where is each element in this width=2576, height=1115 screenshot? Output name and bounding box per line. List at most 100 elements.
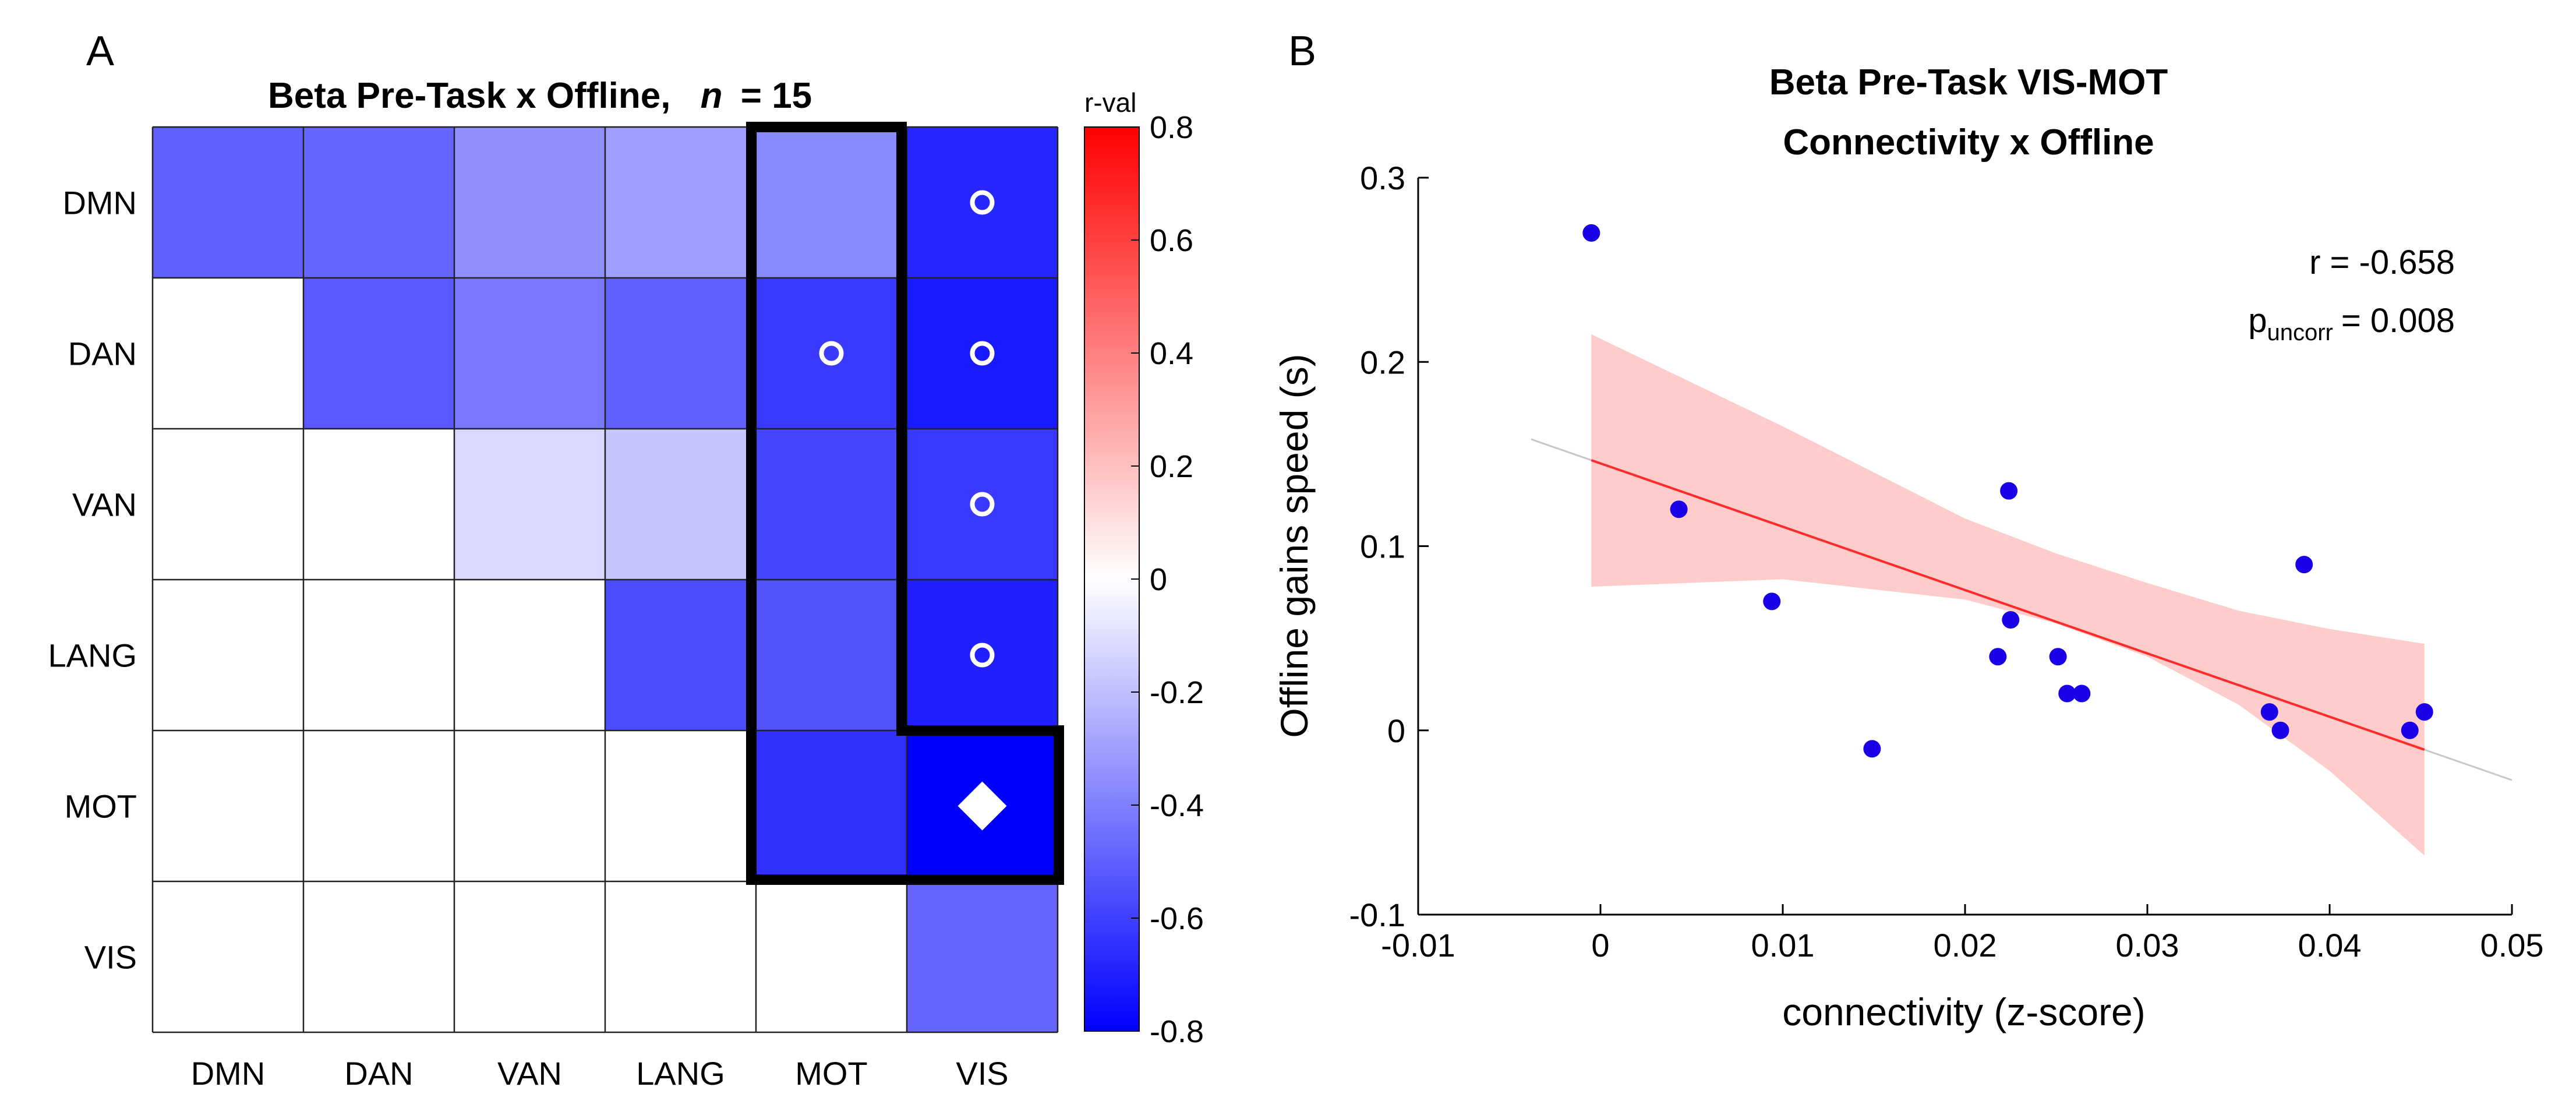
heatmap-cell-dan-van [454,278,605,429]
y-tick-label: 0 [1387,712,1405,749]
scatter-point [1989,648,2007,666]
panel-b-scatter: B Beta Pre-Task VIS-MOT Connectivity x O… [1273,28,2544,1033]
heatmap-cells [153,127,1058,1032]
heatmap-cell-dmn-van [454,127,605,278]
col-label-vis: VIS [956,1055,1008,1092]
heatmap-cell-dan-dan [303,278,454,429]
row-label-vis: VIS [84,939,137,976]
scatter-point [2073,684,2091,703]
significance-circle-marker [970,190,995,215]
row-label-mot: MOT [65,788,137,825]
heatmap-cell-mot-dan [303,731,454,881]
heatmap-cell-mot-mot [756,731,907,881]
heatmap-cell-mot-van [454,731,605,881]
heatmap-cell-dan-dmn [153,278,303,429]
scatter-points [1582,224,2433,758]
heatmap-title-n: n [701,76,723,116]
col-label-dan: DAN [344,1055,413,1092]
heatmap-cell-lang-mot [756,580,907,731]
heatmap-cell-van-dan [303,429,454,580]
heatmap-cell-vis-lang [605,881,756,1032]
row-label-van: VAN [72,486,137,523]
scatter-point [2271,721,2289,739]
heatmap-cell-mot-lang [605,731,756,881]
heatmap-cell-dmn-vis [907,127,1058,278]
heatmap-cell-mot-dmn [153,731,303,881]
y-tick-label: 0.1 [1360,528,1405,565]
colorbar-tick-label: 0.2 [1150,449,1193,484]
heatmap-cell-vis-van [454,881,605,1032]
row-label-dan: DAN [68,336,137,372]
heatmap-cell-vis-vis [907,881,1058,1032]
heatmap-cell-dmn-mot [756,127,907,278]
heatmap-cell-van-vis [907,429,1058,580]
heatmap-col-labels: DMN DAN VAN LANG MOT VIS [191,1055,1009,1092]
col-label-dmn: DMN [191,1055,266,1092]
p-value-number: = 0.008 [2341,302,2455,340]
heatmap-cell-van-van [454,429,605,580]
scatter-point [2415,703,2433,721]
panel-b-letter: B [1288,28,1316,75]
colorbar-tick-label: -0.6 [1150,901,1204,936]
significance-circle-marker [970,492,995,517]
scatter-point [2058,684,2076,703]
scatter-point [2295,556,2313,574]
heatmap-cell-vis-mot [756,881,907,1032]
row-label-lang: LANG [48,637,137,674]
scatter-point [2000,482,2018,500]
col-label-mot: MOT [795,1055,867,1092]
confidence-band [1591,334,2425,856]
colorbar-tick-label: 0.8 [1150,110,1193,145]
x-tick-label: 0.03 [2116,927,2179,964]
scatter-point [1763,592,1781,611]
significance-circle-marker [819,341,844,366]
y-axis-ticks: -0.1 0 0.1 0.2 0.3 [1349,160,1429,933]
colorbar-tick-label: -0.2 [1150,675,1204,710]
heatmap-cell-lang-lang [605,580,756,731]
heatmap-cell-lang-van [454,580,605,731]
x-tick-label: 0.01 [1751,927,1815,964]
scatter-title-line2: Connectivity x Offline [1783,122,2154,163]
x-axis-label: connectivity (z-score) [1782,990,2146,1033]
colorbar-label: r-val [1084,87,1136,118]
y-tick-label: 0.3 [1360,160,1405,196]
col-label-van: VAN [497,1055,562,1092]
scatter-title-line1: Beta Pre-Task VIS-MOT [1769,62,2168,103]
r-value: r = -0.658 [2309,244,2455,281]
heatmap-cell-van-lang [605,429,756,580]
heatmap-cell-dmn-dan [303,127,454,278]
significance-diamond-marker [957,781,1007,831]
y-axis-label: Offline gains speed (s) [1273,354,1316,738]
scatter-point [2049,648,2067,666]
p-value: puncorr = 0.008 [2248,302,2455,345]
scatter-point [1582,224,1600,242]
significance-circle-marker [970,341,995,366]
row-label-dmn: DMN [62,185,137,221]
heatmap-cell-dmn-lang [605,127,756,278]
fit-line [1591,459,2425,751]
y-tick-label: 0.2 [1360,344,1405,380]
col-label-lang: LANG [636,1055,725,1092]
scatter-point [1863,740,1881,758]
heatmap-cell-lang-dmn [153,580,303,731]
colorbar-tick-label: -0.4 [1150,788,1204,823]
heatmap-cell-van-dmn [153,429,303,580]
significance-circle-marker [970,643,995,668]
heatmap-markers [819,190,1007,831]
p-subscript: uncorr [2267,320,2333,345]
mot-column-highlight [746,122,1064,885]
colorbar-tick-label: 0.6 [1150,223,1193,258]
y-tick-label: -0.1 [1349,897,1406,933]
heatmap-cell-lang-vis [907,580,1058,731]
heatmap-row-labels: DMN DAN VAN LANG MOT VIS [48,185,137,976]
heatmap-cell-vis-dmn [153,881,303,1032]
heatmap-cell-dmn-dmn [153,127,303,278]
panel-a-letter: A [86,28,114,75]
scatter-point [1670,500,1688,518]
heatmap-title-prefix: Beta Pre-Task x Offline, [268,76,670,116]
heatmap-cell-lang-dan [303,580,454,731]
heatmap-cell-vis-dan [303,881,454,1032]
x-tick-label: 0.04 [2298,927,2362,964]
x-axis-ticks: -0.01 0 0.01 0.02 0.03 0.04 0.05 [1381,904,2544,964]
